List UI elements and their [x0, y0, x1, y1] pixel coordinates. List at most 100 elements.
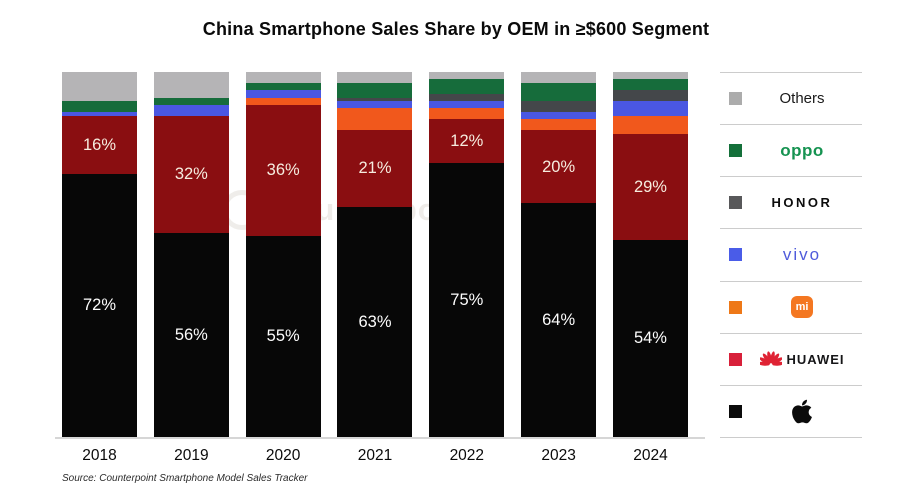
segment-huawei-2018: 16%: [62, 115, 137, 175]
segment-xiaomi-2020: [245, 97, 321, 105]
legend-swatch-apple: [729, 404, 742, 418]
segment-xiaomi-2024: [612, 115, 688, 135]
segment-others-2019: [153, 72, 229, 98]
legend-item-xiaomi: mi: [720, 280, 862, 333]
legend-item-apple: [720, 384, 862, 437]
segment-huawei-2019: 32%: [153, 115, 229, 233]
source-note: Source: Counterpoint Smartphone Model Sa…: [62, 473, 308, 484]
xiaomi-logo-icon: mi: [791, 296, 813, 319]
segment-vivo-2024: [612, 101, 688, 116]
legend-swatch-huawei: [729, 352, 742, 366]
segment-huawei-2023: 20%: [521, 130, 597, 204]
huawei-logo-text: HUAWEI: [786, 351, 845, 367]
segment-xiaomi-2021: [337, 108, 413, 131]
value-label-apple-2019: 56%: [174, 325, 208, 344]
segment-oppo-2022: [429, 79, 505, 94]
value-label-huawei-2019: 32%: [174, 164, 208, 183]
value-label-apple-2022: 75%: [450, 290, 484, 309]
legend: Others oppo HONOR vivo mi: [720, 72, 862, 438]
page-title: China Smartphone Sales Share by OEM in ≥…: [202, 19, 710, 39]
bar-2018: 16% 72%: [62, 72, 137, 437]
segment-huawei-2024: 29%: [612, 134, 688, 240]
bar-2024: 29% 54%: [612, 72, 688, 437]
legend-swatch-honor: [729, 196, 742, 210]
bar-2022: 12% 75%: [429, 72, 505, 437]
bar-2021: 21% 63%: [337, 72, 413, 437]
bar-2023: 20% 64%: [521, 72, 597, 437]
segment-xiaomi-2023: [521, 119, 597, 131]
segment-others-2024: [612, 72, 688, 80]
value-label-huawei-2018: 16%: [82, 135, 117, 154]
legend-swatch-vivo: [729, 248, 742, 262]
legend-label-others: Others: [779, 90, 825, 108]
value-label-huawei-2022: 12%: [450, 132, 484, 151]
segment-vivo-2022: [429, 101, 505, 109]
x-axis-label-2020: 2020: [265, 447, 301, 464]
value-label-apple-2020: 55%: [266, 327, 300, 346]
segment-oppo-2018: [62, 101, 137, 113]
segment-oppo-2020: [245, 82, 321, 91]
honor-logo: HONOR: [771, 195, 833, 211]
value-label-apple-2021: 63%: [358, 312, 392, 331]
segment-honor-2021: [337, 97, 413, 102]
segment-oppo-2019: [153, 97, 229, 105]
legend-swatch-others: [729, 92, 742, 106]
segment-apple-2023: 64%: [521, 203, 597, 437]
segment-others-2018: [62, 72, 137, 102]
x-axis-line: [55, 437, 705, 439]
segment-apple-2024: 54%: [612, 239, 688, 437]
legend-swatch-xiaomi: [729, 300, 742, 314]
value-label-huawei-2020: 36%: [266, 161, 300, 180]
x-axis-labels: 2018 2019 2020 2021 2022 2023 2024: [62, 447, 688, 465]
segment-vivo-2020: [245, 90, 321, 98]
value-label-huawei-2024: 29%: [633, 177, 667, 196]
segment-vivo-2021: [337, 101, 413, 109]
oppo-logo: oppo: [780, 140, 824, 160]
value-label-apple-2018: 72%: [82, 296, 117, 315]
segment-huawei-2020: 36%: [245, 104, 321, 237]
value-label-huawei-2023: 20%: [542, 157, 576, 176]
huawei-flower-icon: [759, 351, 782, 367]
segment-oppo-2023: [521, 82, 597, 102]
legend-item-huawei: HUAWEI: [720, 332, 862, 385]
x-axis-label-2021: 2021: [357, 447, 393, 464]
apple-logo-icon: [792, 399, 812, 424]
segment-apple-2018: 72%: [62, 174, 137, 437]
bar-2019: 32% 56%: [153, 72, 229, 437]
bar-2020: 36% 55%: [245, 72, 321, 437]
segment-vivo-2018: [62, 112, 137, 116]
value-label-apple-2024: 54%: [633, 329, 667, 348]
segment-others-2021: [337, 72, 413, 83]
segment-others-2022: [429, 72, 505, 80]
x-axis-label-2024: 2024: [633, 447, 668, 464]
segment-apple-2022: 75%: [429, 163, 505, 437]
segment-apple-2020: 55%: [245, 236, 321, 437]
x-axis-label-2023: 2023: [541, 447, 576, 464]
segment-honor-2022: [429, 93, 505, 102]
segment-huawei-2022: 12%: [429, 119, 505, 164]
legend-item-oppo: oppo: [720, 124, 862, 176]
vivo-logo: vivo: [782, 244, 822, 264]
legend-item-others: Others: [720, 72, 862, 124]
x-axis-label-2018: 2018: [82, 447, 117, 464]
legend-item-vivo: vivo: [720, 228, 862, 280]
segment-oppo-2024: [612, 79, 688, 91]
value-label-huawei-2021: 21%: [358, 159, 392, 178]
segment-huawei-2021: 21%: [337, 130, 413, 207]
x-axis-label-2022: 2022: [449, 447, 485, 464]
segment-xiaomi-2022: [429, 108, 505, 120]
legend-swatch-oppo: [729, 144, 742, 158]
x-axis-label-2019: 2019: [174, 447, 209, 464]
segment-vivo-2023: [521, 112, 597, 120]
legend-item-honor: HONOR: [720, 176, 862, 228]
segment-others-2023: [521, 72, 597, 83]
plot-area: 16% 72% 32% 56% 36% 55% 21% 63% 12% 75% 20% 64% 29% 5…: [62, 72, 688, 437]
segment-oppo-2021: [337, 82, 413, 98]
value-label-apple-2023: 64%: [542, 310, 576, 329]
segment-apple-2021: 63%: [337, 207, 413, 437]
segment-apple-2019: 56%: [153, 232, 229, 437]
segment-others-2020: [245, 72, 321, 83]
segment-honor-2023: [521, 101, 597, 113]
segment-vivo-2019: [153, 104, 229, 116]
